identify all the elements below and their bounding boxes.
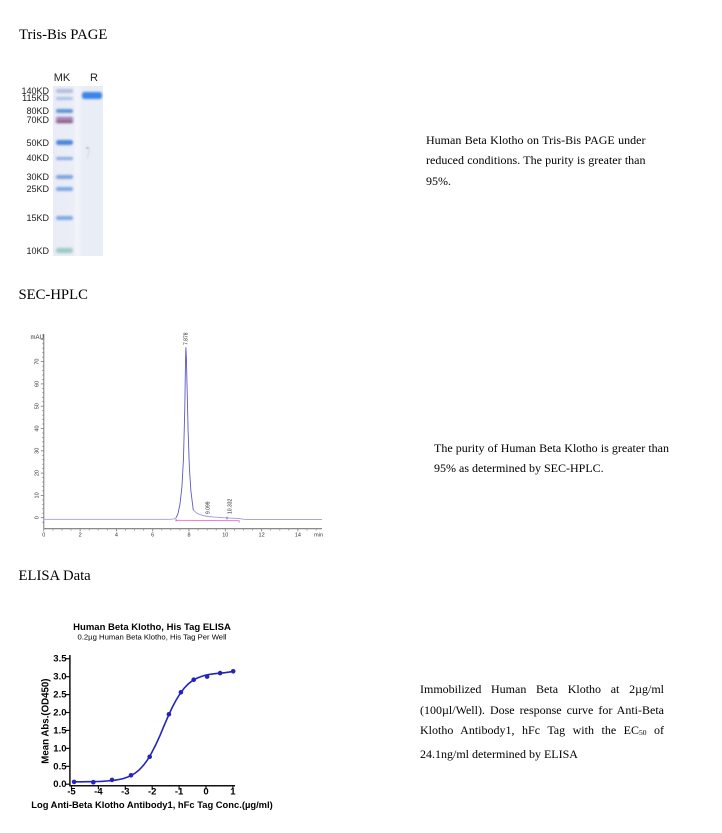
svg-text:-4: -4 xyxy=(94,787,103,798)
svg-text:2: 2 xyxy=(79,533,82,539)
svg-text:40: 40 xyxy=(35,425,41,431)
svg-text:mAU: mAU xyxy=(31,335,44,341)
svg-text:6: 6 xyxy=(151,533,154,539)
svg-text:0.2µg Human Beta Klotho, His T: 0.2µg Human Beta Klotho, His Tag Per Wel… xyxy=(78,633,227,642)
svg-text:0.0: 0.0 xyxy=(53,779,66,790)
svg-text:3.0: 3.0 xyxy=(53,672,66,683)
svg-text:-3: -3 xyxy=(121,787,129,798)
svg-text:Log Anti-Beta Klotho Antibody1: Log Anti-Beta Klotho Antibody1, hFc Tag … xyxy=(31,799,273,810)
svg-text:14: 14 xyxy=(295,533,301,539)
svg-text:0: 0 xyxy=(35,516,41,519)
svg-text:1.0: 1.0 xyxy=(53,743,66,754)
svg-text:50: 50 xyxy=(35,403,41,409)
svg-text:3.5: 3.5 xyxy=(53,654,67,665)
svg-text:60: 60 xyxy=(35,381,41,387)
svg-text:20: 20 xyxy=(35,470,41,476)
svg-text:Human Beta Klotho, His Tag ELI: Human Beta Klotho, His Tag ELISA xyxy=(73,622,231,633)
svg-text:min: min xyxy=(314,533,323,539)
svg-text:0.5: 0.5 xyxy=(53,761,67,772)
svg-text:4: 4 xyxy=(115,533,118,539)
svg-text:-5: -5 xyxy=(67,787,76,798)
svg-text:-1: -1 xyxy=(175,787,184,798)
svg-text:8: 8 xyxy=(187,533,190,539)
svg-text:-2: -2 xyxy=(148,787,156,798)
svg-text:30: 30 xyxy=(35,448,41,454)
svg-text:1.5: 1.5 xyxy=(53,725,67,736)
svg-text:70: 70 xyxy=(35,359,41,365)
svg-text:10: 10 xyxy=(222,533,228,539)
svg-text:2.0: 2.0 xyxy=(53,708,66,719)
svg-text:10: 10 xyxy=(35,492,41,498)
svg-text:12: 12 xyxy=(259,533,265,539)
svg-text:9.099: 9.099 xyxy=(206,501,212,514)
svg-text:0: 0 xyxy=(42,533,45,539)
svg-text:2.5: 2.5 xyxy=(53,690,67,701)
svg-text:0: 0 xyxy=(203,787,208,798)
svg-text:1: 1 xyxy=(230,787,236,798)
svg-text:10.332: 10.332 xyxy=(228,498,234,514)
svg-text:7.878: 7.878 xyxy=(183,332,189,345)
svg-text:Mean Abs.(OD450): Mean Abs.(OD450) xyxy=(40,678,51,763)
